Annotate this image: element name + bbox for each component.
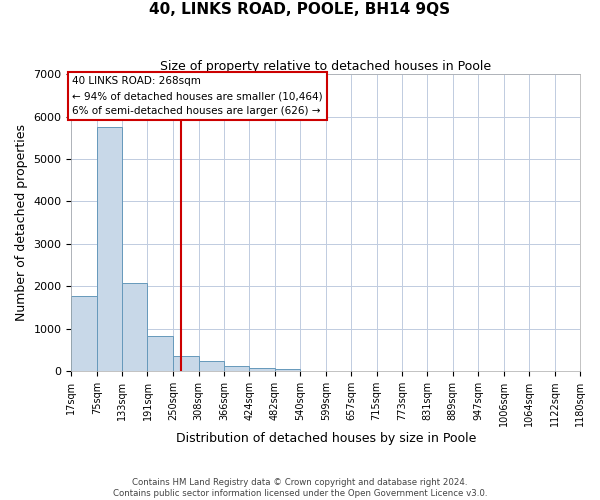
Y-axis label: Number of detached properties: Number of detached properties <box>15 124 28 321</box>
Bar <box>122 283 148 371</box>
Bar <box>148 336 173 371</box>
Bar <box>224 366 250 371</box>
Title: Size of property relative to detached houses in Poole: Size of property relative to detached ho… <box>160 60 491 73</box>
Bar <box>97 127 122 371</box>
Text: 40 LINKS ROAD: 268sqm
← 94% of detached houses are smaller (10,464)
6% of semi-d: 40 LINKS ROAD: 268sqm ← 94% of detached … <box>72 76 323 116</box>
Bar <box>250 368 275 371</box>
X-axis label: Distribution of detached houses by size in Poole: Distribution of detached houses by size … <box>176 432 476 445</box>
Bar <box>275 369 300 371</box>
Bar <box>199 362 224 371</box>
Bar <box>173 356 199 371</box>
Text: Contains HM Land Registry data © Crown copyright and database right 2024.
Contai: Contains HM Land Registry data © Crown c… <box>113 478 487 498</box>
Text: 40, LINKS ROAD, POOLE, BH14 9QS: 40, LINKS ROAD, POOLE, BH14 9QS <box>149 2 451 18</box>
Bar <box>71 296 97 371</box>
